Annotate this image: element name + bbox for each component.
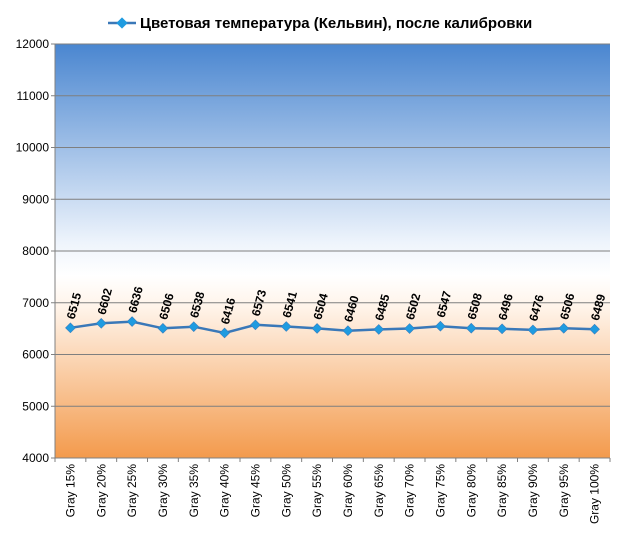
data-label: 6541 [280,290,301,320]
data-label: 6508 [465,291,486,321]
data-label: 6636 [125,285,146,315]
x-tick-label: Gray 85% [495,464,509,518]
data-labels: 6515 6602 6636 6506 6538 6416 6573 6541 6504 6460… [64,285,609,326]
x-axis: Gray 15% Gray 20% Gray 25% Gray 30% Gray 35%… [54,458,611,524]
data-point [496,323,508,335]
legend-label: Цветовая температура (Кельвин), после ка… [140,15,532,32]
data-markers [65,316,600,339]
legend: Цветовая температура (Кельвин), после ка… [108,15,532,32]
x-tick-label: Gray 90% [526,464,540,518]
x-tick-label: Gray 55% [310,464,324,518]
data-label: 6506 [156,291,177,321]
data-point [280,321,292,332]
data-point [65,322,76,334]
data-point [157,323,169,334]
data-point [527,324,539,336]
x-tick-label: Gray 35% [187,464,201,518]
x-tick-label: Gray 50% [279,464,293,518]
y-tick-label: 11000 [17,89,50,103]
data-label: 6573 [249,288,270,318]
y-tick-label: 9000 [22,192,49,206]
x-tick-label: Gray 100% [588,464,602,524]
x-tick-label: Gray 95% [557,464,571,518]
data-label: 6476 [526,293,547,323]
data-point [126,316,138,327]
data-point [589,323,600,335]
data-label: 6504 [310,291,331,321]
data-label: 6515 [64,291,85,321]
x-tick-label: Gray 45% [248,464,262,518]
x-tick-label: Gray 40% [218,464,232,518]
data-point [404,323,415,334]
y-tick-label: 4000 [22,451,49,465]
data-label: 6496 [495,292,516,322]
data-label: 6502 [403,292,424,322]
data-label: 6602 [95,286,116,316]
y-axis: 4000 5000 6000 7000 8000 9000 10000 11000 12000 [16,37,55,465]
x-tick-label: Gray 75% [433,464,447,518]
y-tick-label: 5000 [22,399,49,413]
x-tick-label: Gray 60% [341,464,355,518]
x-tick-label: Gray 15% [63,464,77,518]
data-point [558,323,570,334]
data-label: 6460 [341,294,362,324]
x-tick-label: Gray 80% [464,464,478,518]
data-point [465,322,477,334]
y-tick-label: 8000 [22,244,49,258]
data-label: 6538 [187,290,208,320]
x-tick-label: Gray 20% [94,464,108,518]
data-label: 6489 [588,292,609,322]
data-point [435,320,446,332]
y-tick-label: 12000 [16,37,50,51]
data-label: 6485 [372,292,393,322]
data-label: 6506 [557,291,578,321]
legend-marker [116,17,128,29]
x-tick-label: Gray 70% [403,464,417,518]
x-tick-label: Gray 65% [372,464,386,518]
data-point [95,318,107,329]
x-tick-label: Gray 30% [156,464,170,518]
x-tick-label: Gray 25% [125,464,139,518]
y-tick-label: 7000 [22,296,49,310]
data-point [219,327,230,339]
data-point [188,321,200,332]
data-point [311,323,323,334]
data-point [373,324,385,335]
data-label: 6547 [434,289,455,319]
data-point [342,325,354,336]
y-tick-label: 6000 [22,348,49,362]
data-label: 6416 [218,296,239,326]
data-point [250,319,261,331]
y-tick-label: 10000 [16,141,50,155]
